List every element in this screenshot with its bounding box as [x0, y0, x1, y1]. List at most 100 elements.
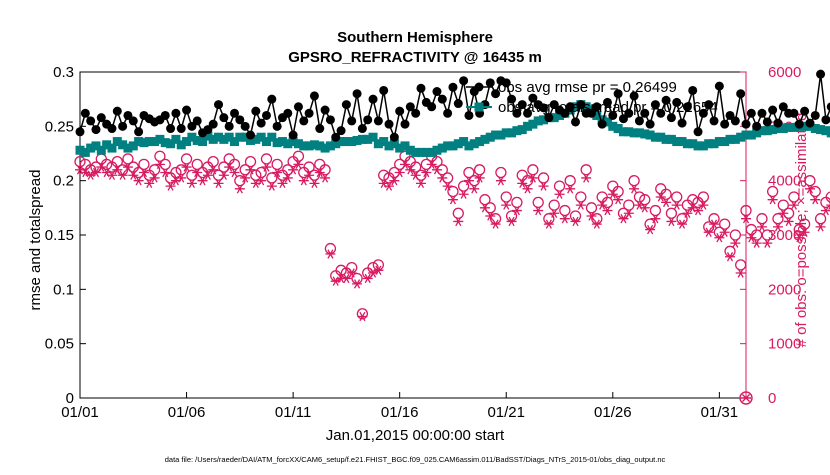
plot-frame: [80, 72, 746, 398]
rmse-point: [86, 116, 95, 125]
rmse-point: [273, 122, 282, 131]
rmse-point: [326, 115, 335, 124]
x-tick-label: 01/31: [701, 404, 739, 421]
y-axis-label: rmse and totalspread: [27, 170, 44, 311]
rmse-point: [91, 125, 100, 134]
rmse-point: [76, 127, 85, 136]
rmse-point: [214, 100, 223, 109]
y-tick-label: 0.15: [45, 227, 74, 244]
rmse-point: [315, 124, 324, 133]
rmse-point: [294, 102, 303, 111]
x-tick-label: 01/21: [487, 404, 525, 421]
x-tick-label: 01/11: [275, 404, 311, 421]
rmse-point: [219, 113, 228, 122]
rmse-point: [283, 109, 292, 118]
rmse-point: [736, 89, 745, 98]
rmse-point: [763, 117, 772, 126]
rmse-point: [246, 131, 255, 140]
rmse-point: [432, 87, 441, 96]
rmse-point: [337, 126, 346, 135]
rmse-point: [720, 120, 729, 129]
rmse-point: [251, 107, 260, 116]
rmse-point: [379, 86, 388, 95]
y-tick-label: 0.25: [45, 118, 74, 135]
y-tick-label: 0.1: [53, 281, 74, 298]
rmse-point: [795, 120, 804, 129]
rmse-point: [454, 99, 463, 108]
x-axis-label: Jan.01,2015 00:00:00 start: [326, 427, 505, 444]
y2-tick-label: 6000: [768, 64, 801, 81]
rmse-point: [347, 116, 356, 125]
legend-rmse-label: obs avg rmse pr = 0.26499: [498, 79, 677, 96]
legend-spread-label: obs avg totalspread pr = 0.22654: [498, 99, 718, 116]
rmse-point: [694, 127, 703, 136]
rmse-point: [305, 109, 314, 118]
rmse-point: [177, 124, 186, 133]
rmse-point: [571, 117, 580, 126]
rmse-point: [757, 109, 766, 118]
possible-point: [821, 197, 830, 207]
rmse-point: [395, 107, 404, 116]
x-tick-label: 01/16: [381, 404, 419, 421]
x-tick-label: 01/01: [61, 404, 99, 421]
rmse-point: [821, 115, 830, 124]
y2-tick-label: 1000: [768, 336, 801, 353]
y-tick-label: 0.2: [53, 173, 74, 190]
rmse-point: [385, 120, 394, 129]
rmse-point: [166, 124, 175, 133]
rmse-point: [257, 119, 266, 128]
rmse-point: [267, 95, 276, 104]
rmse-point: [182, 106, 191, 115]
rmse-point: [598, 120, 607, 129]
chart-subtitle: GPSRO_REFRACTIVITY @ 16435 m: [288, 49, 542, 66]
x-tick-label: 01/26: [594, 404, 632, 421]
rmse-point: [193, 116, 202, 125]
rmse-point: [635, 116, 644, 125]
rmse-point: [688, 86, 697, 95]
rmse-point: [134, 127, 143, 136]
rmse-point: [374, 116, 383, 125]
rmse-point: [107, 124, 116, 133]
rmse-point: [816, 70, 825, 79]
plot-area: 00.050.10.150.20.250.3010002000300040005…: [45, 61, 830, 421]
rmse-point: [464, 111, 473, 120]
chart-title: Southern Hemisphere: [337, 29, 493, 46]
rmse-point: [742, 120, 751, 129]
rmse-point: [448, 83, 457, 92]
rmse-point: [710, 116, 719, 125]
possible-point: [746, 225, 756, 235]
rmse-point: [299, 116, 308, 125]
rmse-point: [773, 119, 782, 128]
rmse-point: [789, 109, 798, 118]
y-tick-label: 0.3: [53, 64, 74, 81]
rmse-point: [358, 124, 367, 133]
rmse-point: [225, 122, 234, 131]
legend-spread-marker: [475, 103, 484, 112]
legend-rmse-marker: [475, 83, 484, 92]
rmse-point: [171, 109, 180, 118]
rmse-point: [427, 102, 436, 111]
x-tick-label: 01/06: [168, 404, 206, 421]
y2-tick-label: 3000: [768, 227, 801, 244]
rmse-point: [241, 122, 250, 131]
rmse-point: [363, 115, 372, 124]
rmse-point: [800, 107, 809, 116]
rmse-point: [811, 111, 820, 120]
rmse-point: [715, 82, 724, 91]
possible-point: [773, 214, 783, 224]
rmse-point: [342, 100, 351, 109]
rmse-point: [353, 89, 362, 98]
rmse-point: [459, 76, 468, 85]
rmse-point: [805, 119, 814, 128]
rmse-point: [113, 107, 122, 116]
rmse-point: [209, 120, 218, 129]
rmse-point: [416, 84, 425, 93]
data-file-footer: data file: /Users/raeder/DAI/ATM_forcXX/…: [165, 455, 666, 464]
rmse-point: [411, 109, 420, 118]
rmse-point: [118, 122, 127, 131]
rmse-point: [731, 116, 740, 125]
rmse-point: [310, 91, 319, 100]
possible-point: [816, 214, 826, 224]
